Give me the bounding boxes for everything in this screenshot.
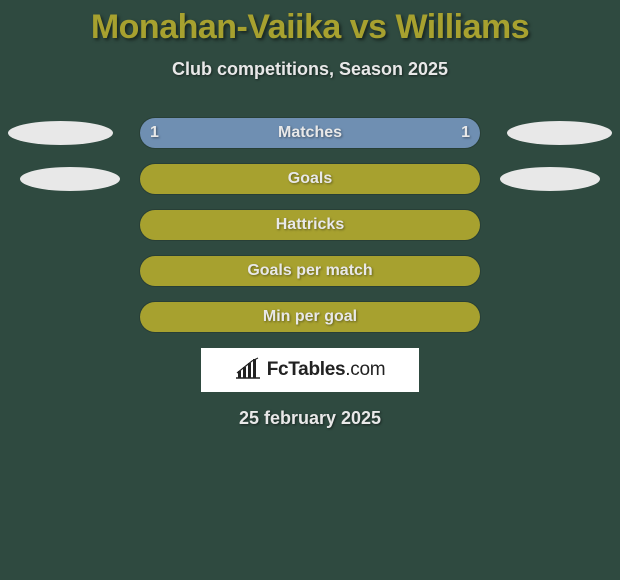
subtitle: Club competitions, Season 2025 (0, 59, 620, 80)
logo-text: FcTables.com (267, 359, 386, 381)
bar-track-matches: 1 Matches 1 (140, 118, 480, 148)
stat-row-matches: 1 Matches 1 (0, 118, 620, 148)
bar-track-goals: Goals (140, 164, 480, 194)
player-right-marker (500, 167, 600, 191)
bar-label: Matches (278, 124, 342, 142)
bar-track-gpm: Goals per match (140, 256, 480, 286)
bar-chart-icon (235, 357, 261, 384)
value-left: 1 (150, 124, 159, 142)
player-left-marker (20, 167, 120, 191)
comparison-infographic: Monahan-Vaiika vs Williams Club competit… (0, 0, 620, 580)
bar-label: Hattricks (276, 216, 344, 234)
stat-row-hattricks: Hattricks (0, 210, 620, 240)
bar-track-mpg: Min per goal (140, 302, 480, 332)
stat-row-goals: Goals (0, 164, 620, 194)
logo-name: FcTables (267, 359, 346, 380)
bar-label: Min per goal (263, 308, 357, 326)
stat-row-goals-per-match: Goals per match (0, 256, 620, 286)
bar-track-hattricks: Hattricks (140, 210, 480, 240)
date-text: 25 february 2025 (0, 408, 620, 429)
bar-label: Goals (288, 170, 332, 188)
logo-box: FcTables.com (201, 348, 419, 392)
stat-row-min-per-goal: Min per goal (0, 302, 620, 332)
player-right-marker (507, 121, 612, 145)
logo-suffix: .com (345, 359, 385, 380)
value-right: 1 (461, 124, 470, 142)
player-left-marker (8, 121, 113, 145)
bar-label: Goals per match (247, 262, 372, 280)
chart-area: 1 Matches 1 Goals Hattricks (0, 118, 620, 332)
page-title: Monahan-Vaiika vs Williams (0, 0, 620, 47)
